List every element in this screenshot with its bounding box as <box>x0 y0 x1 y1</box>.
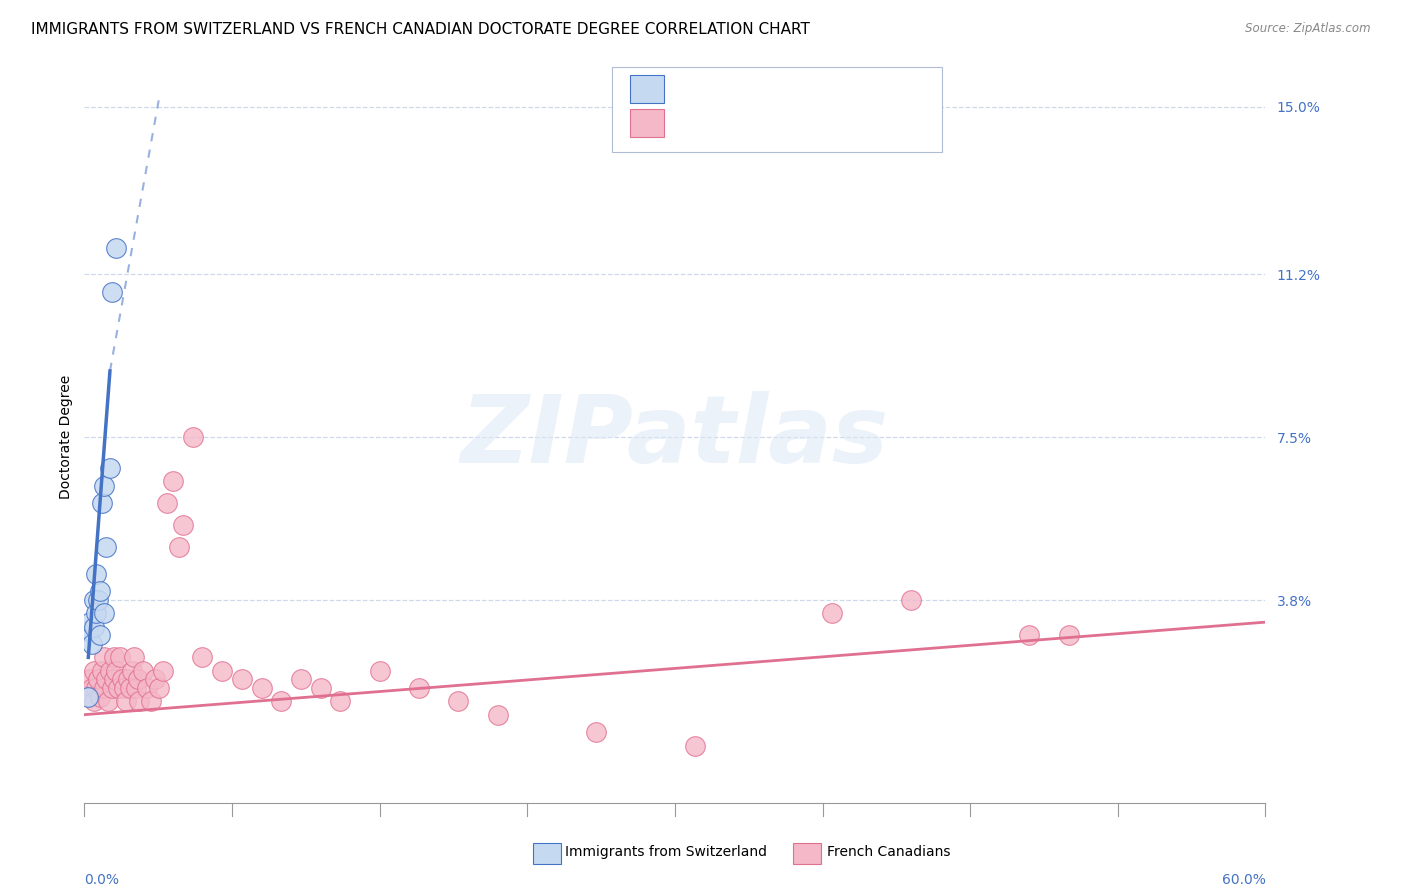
Text: Source: ZipAtlas.com: Source: ZipAtlas.com <box>1246 22 1371 36</box>
Point <box>250 681 273 696</box>
Point <box>82 637 104 651</box>
Point <box>162 474 184 488</box>
Point <box>93 607 115 621</box>
Point <box>83 694 105 708</box>
Point <box>87 593 110 607</box>
Text: IMMIGRANTS FROM SWITZERLAND VS FRENCH CANADIAN DOCTORATE DEGREE CORRELATION CHAR: IMMIGRANTS FROM SWITZERLAND VS FRENCH CA… <box>31 22 810 37</box>
Point <box>101 285 124 299</box>
Point <box>91 664 114 678</box>
Point <box>93 478 115 492</box>
Point <box>127 673 149 687</box>
Point <box>77 690 100 704</box>
Point <box>1057 628 1080 642</box>
Point <box>104 664 127 678</box>
Point <box>89 628 111 642</box>
Point <box>93 681 115 696</box>
Point <box>486 707 509 722</box>
Text: Immigrants from Switzerland: Immigrants from Switzerland <box>565 845 768 859</box>
Point <box>83 664 105 678</box>
Point <box>181 430 204 444</box>
Point <box>94 673 117 687</box>
Point <box>89 584 111 599</box>
Point <box>117 673 139 687</box>
Point <box>290 673 312 687</box>
Point <box>103 650 125 665</box>
Point <box>683 739 706 753</box>
Text: 0.0%: 0.0% <box>84 873 120 888</box>
Point <box>211 664 233 678</box>
Point <box>79 615 101 629</box>
Y-axis label: Doctorate Degree: Doctorate Degree <box>59 375 73 500</box>
Point <box>118 681 141 696</box>
Point <box>121 664 143 678</box>
Point <box>900 593 922 607</box>
Point <box>114 694 136 708</box>
Point <box>585 725 607 739</box>
Point <box>231 673 253 687</box>
Point <box>84 566 107 581</box>
Point <box>104 241 127 255</box>
Text: R = 0.429   N = 18: R = 0.429 N = 18 <box>669 82 814 96</box>
Text: ZIPatlas: ZIPatlas <box>461 391 889 483</box>
Point <box>152 664 174 678</box>
Text: French Canadians: French Canadians <box>827 845 950 859</box>
Point <box>368 664 391 678</box>
Point <box>141 694 163 708</box>
Point <box>167 540 190 554</box>
Point <box>89 690 111 704</box>
Point <box>82 681 104 696</box>
Point <box>112 681 135 696</box>
Point <box>103 673 125 687</box>
Point <box>83 593 105 607</box>
Point <box>821 607 844 621</box>
Text: 60.0%: 60.0% <box>1222 873 1265 888</box>
Point <box>98 664 121 678</box>
Point <box>83 619 105 633</box>
Point <box>98 461 121 475</box>
Point <box>91 496 114 510</box>
Point <box>132 664 155 678</box>
Point <box>79 673 101 687</box>
Point <box>107 681 129 696</box>
Point <box>101 681 124 696</box>
Point <box>156 496 179 510</box>
Point <box>143 673 166 687</box>
Point <box>136 681 159 696</box>
Point <box>94 540 117 554</box>
Point <box>128 694 150 708</box>
Point <box>97 694 120 708</box>
Point <box>93 650 115 665</box>
Point <box>329 694 352 708</box>
Point <box>148 681 170 696</box>
Text: R = 0.236   N = 58: R = 0.236 N = 58 <box>669 116 814 130</box>
Point <box>408 681 430 696</box>
Point <box>447 694 470 708</box>
Point <box>87 673 110 687</box>
Point <box>111 673 134 687</box>
Point <box>108 650 131 665</box>
Point <box>191 650 214 665</box>
Point <box>84 607 107 621</box>
Point <box>124 681 146 696</box>
Point <box>309 681 332 696</box>
Point <box>270 694 292 708</box>
Point <box>84 681 107 696</box>
Point <box>172 518 194 533</box>
Point <box>1018 628 1040 642</box>
Point <box>77 624 100 638</box>
Point <box>122 650 145 665</box>
